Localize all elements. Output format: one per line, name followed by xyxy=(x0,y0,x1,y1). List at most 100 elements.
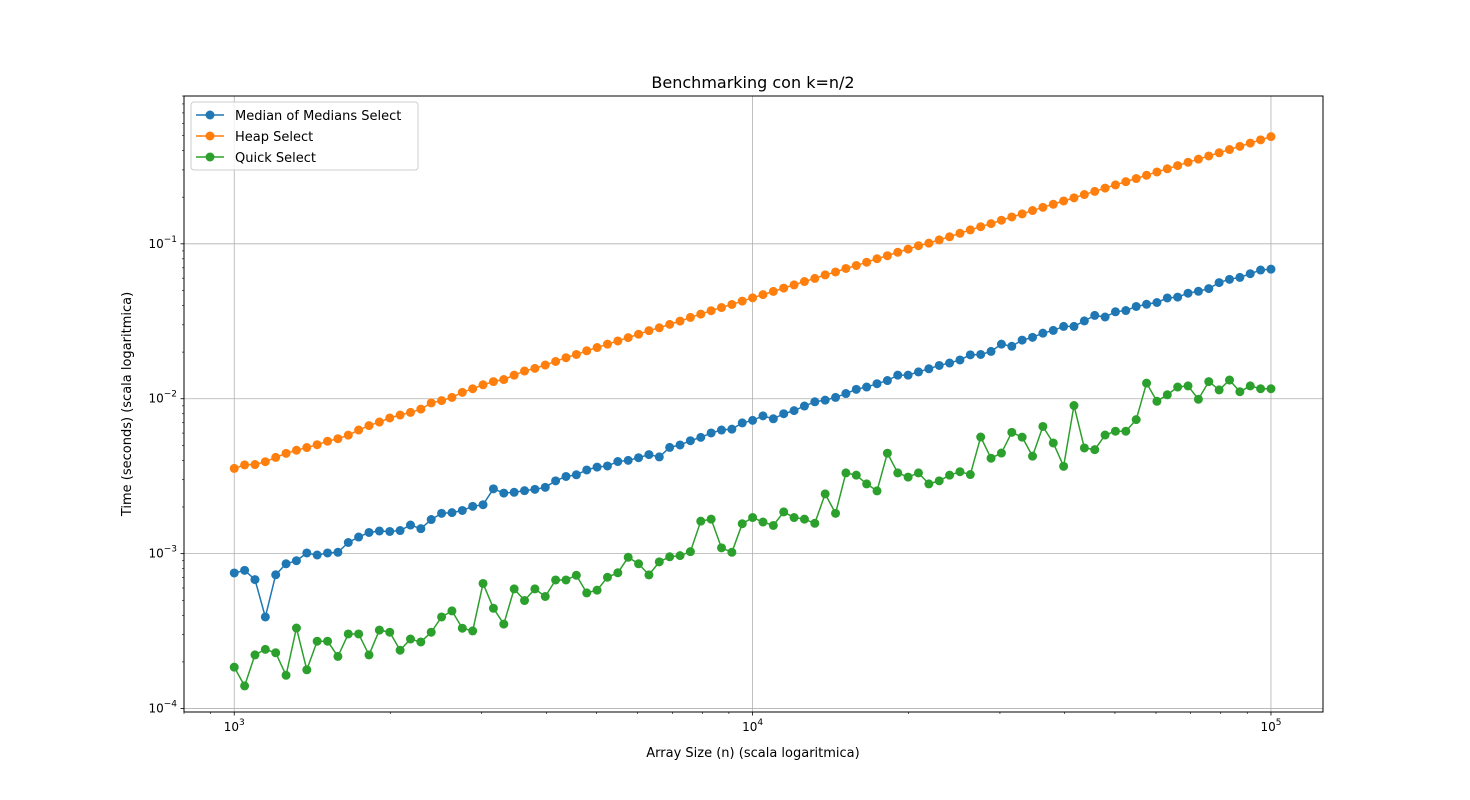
data-point xyxy=(540,591,550,601)
x-tick-exponent: 4 xyxy=(757,718,763,728)
data-point xyxy=(862,257,872,267)
data-point xyxy=(530,363,540,373)
data-point xyxy=(654,323,664,333)
data-point xyxy=(841,468,851,478)
data-point xyxy=(1162,293,1172,303)
data-point xyxy=(820,395,830,405)
y-tick-exponent: −1 xyxy=(164,235,177,245)
data-point xyxy=(1100,430,1110,440)
data-point xyxy=(623,552,633,562)
data-point xyxy=(851,261,861,271)
data-point xyxy=(748,293,758,303)
y-tick-base: 10 xyxy=(148,392,163,406)
legend-marker xyxy=(205,152,215,162)
data-point xyxy=(499,375,509,385)
data-point xyxy=(229,662,239,672)
data-point xyxy=(727,299,737,309)
data-point xyxy=(1266,384,1276,394)
data-point xyxy=(1017,335,1027,345)
y-tick-label: 10−4 xyxy=(148,700,177,716)
data-point xyxy=(1110,426,1120,436)
data-point xyxy=(1193,394,1203,404)
data-point xyxy=(281,670,291,680)
data-point xyxy=(1173,382,1183,392)
data-point xyxy=(260,612,270,622)
data-point xyxy=(913,468,923,478)
data-point xyxy=(364,527,374,537)
data-point xyxy=(592,462,602,472)
data-point xyxy=(748,513,758,523)
data-point xyxy=(582,465,592,475)
data-point xyxy=(1059,196,1069,206)
data-point xyxy=(520,486,530,496)
data-point xyxy=(385,413,395,423)
data-point xyxy=(768,520,778,530)
data-point xyxy=(374,417,384,427)
data-point xyxy=(1007,341,1017,351)
data-point xyxy=(996,339,1006,349)
x-tick-label: 105 xyxy=(1260,718,1281,734)
data-point xyxy=(240,565,250,575)
data-point xyxy=(934,476,944,486)
data-point xyxy=(634,329,644,339)
legend-marker xyxy=(205,110,215,120)
data-point xyxy=(229,463,239,473)
y-tick-label: 10−3 xyxy=(148,545,177,561)
data-point xyxy=(312,636,322,646)
data-point xyxy=(758,517,768,527)
data-point xyxy=(748,415,758,425)
data-point xyxy=(986,453,996,463)
data-point xyxy=(509,584,519,594)
grid xyxy=(184,96,1323,712)
data-point xyxy=(385,627,395,637)
data-point xyxy=(862,479,872,489)
data-point xyxy=(872,486,882,496)
data-point xyxy=(654,557,664,567)
data-point xyxy=(281,559,291,569)
data-point xyxy=(271,570,281,580)
data-point xyxy=(685,436,695,446)
data-point xyxy=(1193,286,1203,296)
data-point xyxy=(364,421,374,431)
legend-label: Quick Select xyxy=(235,151,316,166)
data-point xyxy=(1100,183,1110,193)
data-point xyxy=(1110,307,1120,317)
data-point xyxy=(934,235,944,245)
data-point xyxy=(685,312,695,322)
data-point xyxy=(924,479,934,489)
legend-label: Median of Medians Select xyxy=(235,109,401,124)
data-point xyxy=(1173,292,1183,302)
data-point xyxy=(779,507,789,517)
data-point xyxy=(737,418,747,428)
data-point xyxy=(831,508,841,518)
y-tick-base: 10 xyxy=(148,702,163,716)
data-point xyxy=(499,488,509,498)
data-point xyxy=(291,445,301,455)
data-point xyxy=(1038,421,1048,431)
data-point xyxy=(602,339,612,349)
data-point xyxy=(1017,209,1027,219)
data-point xyxy=(851,470,861,480)
data-point xyxy=(250,575,260,585)
data-point xyxy=(468,501,478,511)
data-point xyxy=(727,424,737,434)
data-point xyxy=(634,453,644,463)
data-point xyxy=(1007,212,1017,222)
data-point xyxy=(862,382,872,392)
data-point xyxy=(1121,177,1131,187)
legend-box xyxy=(190,101,419,171)
data-point xyxy=(768,286,778,296)
data-point xyxy=(810,397,820,407)
data-point xyxy=(291,623,301,633)
data-point xyxy=(1121,306,1131,316)
data-point xyxy=(820,270,830,280)
data-point xyxy=(1007,427,1017,437)
data-point xyxy=(1204,377,1214,387)
data-point xyxy=(1214,148,1224,158)
data-point xyxy=(385,526,395,536)
data-point xyxy=(468,384,478,394)
data-point xyxy=(1256,265,1266,275)
data-point xyxy=(1183,157,1193,167)
data-point xyxy=(302,443,312,453)
